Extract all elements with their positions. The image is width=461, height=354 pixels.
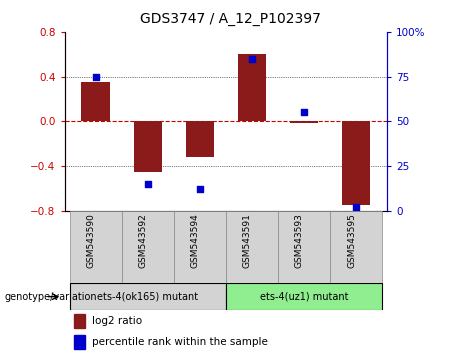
- Bar: [70, 211, 122, 283]
- Point: [248, 56, 255, 62]
- Bar: [278, 211, 330, 283]
- Point: [92, 74, 100, 79]
- Bar: [82, 82, 110, 121]
- Bar: [290, 121, 318, 124]
- Bar: [342, 121, 370, 205]
- Bar: [70, 283, 226, 310]
- Text: percentile rank within the sample: percentile rank within the sample: [92, 337, 268, 347]
- Bar: [226, 283, 382, 310]
- Text: genotype/variation: genotype/variation: [5, 292, 97, 302]
- Bar: [134, 121, 162, 172]
- Text: log2 ratio: log2 ratio: [92, 316, 142, 326]
- Text: ets-4(uz1) mutant: ets-4(uz1) mutant: [260, 291, 348, 302]
- Bar: [122, 211, 174, 283]
- Point: [196, 186, 204, 192]
- Bar: [74, 335, 85, 349]
- Text: GSM543594: GSM543594: [191, 213, 200, 268]
- Bar: [330, 211, 382, 283]
- Bar: [237, 54, 266, 121]
- Point: [352, 204, 360, 210]
- Bar: [74, 314, 85, 328]
- Text: GSM543591: GSM543591: [243, 213, 252, 268]
- Bar: [174, 211, 226, 283]
- Text: GSM543590: GSM543590: [87, 213, 96, 268]
- Point: [300, 109, 307, 115]
- Text: ets-4(ok165) mutant: ets-4(ok165) mutant: [97, 291, 198, 302]
- Text: GSM543593: GSM543593: [295, 213, 304, 268]
- Bar: [185, 121, 214, 157]
- Text: GDS3747 / A_12_P102397: GDS3747 / A_12_P102397: [140, 12, 321, 27]
- Bar: [226, 211, 278, 283]
- Text: GSM543595: GSM543595: [347, 213, 356, 268]
- Text: GSM543592: GSM543592: [139, 213, 148, 268]
- Point: [144, 181, 152, 187]
